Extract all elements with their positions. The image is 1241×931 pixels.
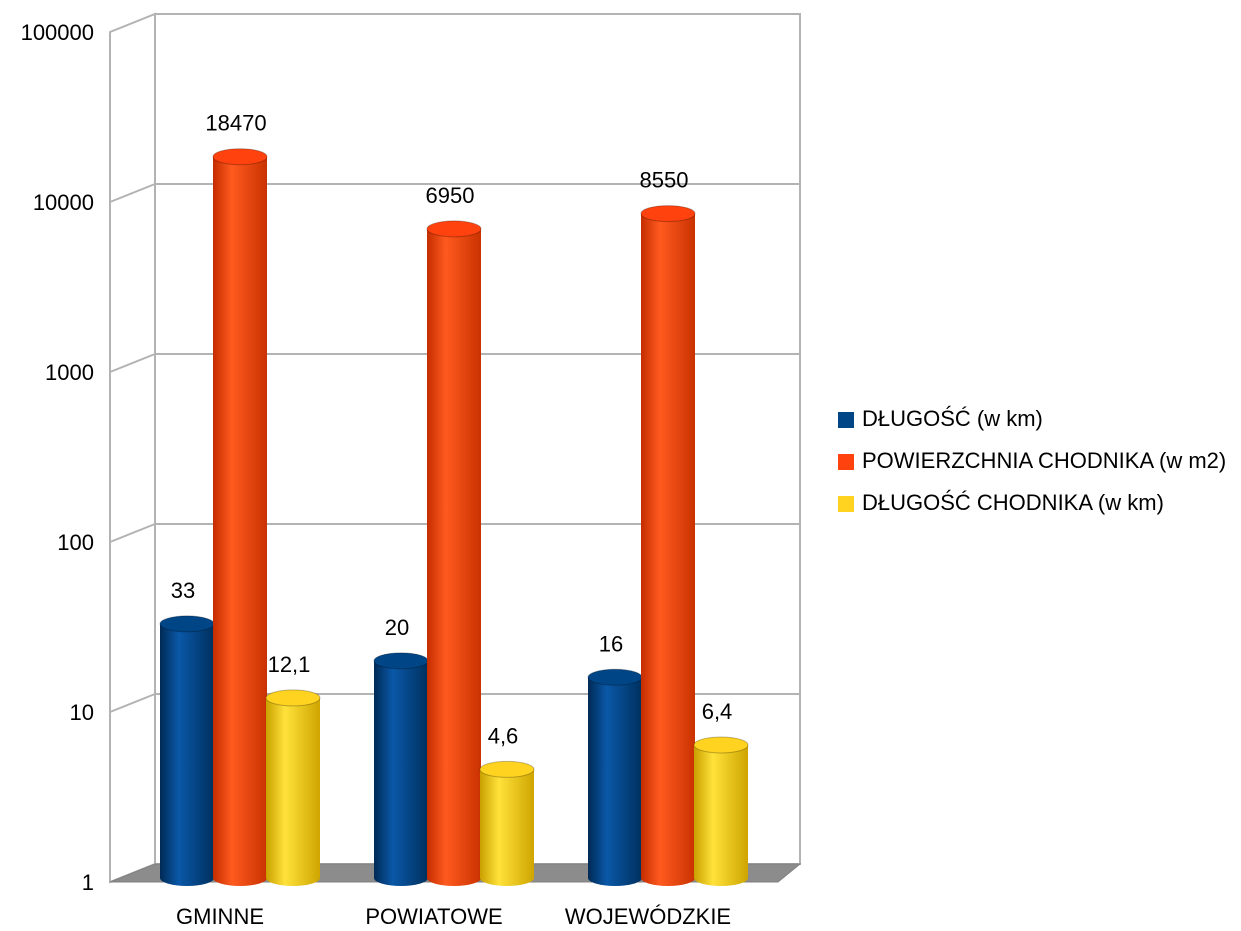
y-tick-label: 1000 xyxy=(45,360,94,385)
bar-body xyxy=(266,697,320,886)
bar xyxy=(587,668,643,886)
legend-item-powierzchnia: POWIERZCHNIA CHODNIKA (w m2) xyxy=(838,446,1241,476)
legend-swatch xyxy=(838,496,854,512)
y-axis-tick-labels: 1 10 100 1000 10000 100000 xyxy=(21,20,94,895)
data-label: 6,4 xyxy=(702,699,733,724)
bar-top xyxy=(265,689,321,707)
bar-body xyxy=(588,677,642,886)
bar-body xyxy=(213,156,267,886)
side-wall xyxy=(109,12,156,884)
data-label: 33 xyxy=(171,578,195,603)
bar-top xyxy=(373,652,429,670)
legend-label: DŁUGOŚĆ (w km) xyxy=(862,406,1043,431)
data-label: 18470 xyxy=(205,111,266,136)
x-tick-label: GMINNE xyxy=(176,904,264,929)
legend: DŁUGOŚĆ (w km) POWIERZCHNIA CHODNIKA (w … xyxy=(838,404,1238,530)
y-tick-label: 100 xyxy=(57,530,94,555)
data-label: 6950 xyxy=(426,183,475,208)
bar-top xyxy=(159,615,215,633)
bar xyxy=(426,220,482,887)
bar-top xyxy=(212,148,268,166)
bar-top xyxy=(479,760,535,778)
legend-item-dlugosc-chodnika: DŁUGOŚĆ CHODNIKA (w km) xyxy=(838,488,1241,518)
bar-top xyxy=(693,736,749,754)
gridline-side xyxy=(109,183,156,203)
legend-item-dlugosc: DŁUGOŚĆ (w km) xyxy=(838,404,1241,434)
bar xyxy=(479,760,535,886)
bar-body xyxy=(427,228,481,887)
data-label: 4,6 xyxy=(488,723,519,748)
data-label: 8550 xyxy=(640,168,689,193)
bar-body xyxy=(641,213,695,886)
bar-body xyxy=(694,744,748,886)
y-tick-label: 10000 xyxy=(33,190,94,215)
data-label: 16 xyxy=(599,631,623,656)
data-label: 20 xyxy=(385,615,409,640)
bar-top xyxy=(587,668,643,686)
legend-label: DŁUGOŚĆ CHODNIKA (w km) xyxy=(862,490,1164,515)
bar xyxy=(693,736,749,886)
bar xyxy=(159,615,215,886)
y-tick-label: 10 xyxy=(70,700,94,725)
bar xyxy=(640,205,696,886)
data-labels: 33 18470 12,1 20 6950 4,6 16 8550 6,4 xyxy=(171,111,733,749)
bar xyxy=(265,689,321,886)
legend-label: POWIERZCHNIA CHODNIKA (w m2) xyxy=(862,448,1227,473)
gridline-side xyxy=(109,693,156,713)
bar-body xyxy=(480,769,534,886)
data-label: 12,1 xyxy=(268,652,311,677)
y-tick-label: 1 xyxy=(82,870,94,895)
bar-top xyxy=(426,220,482,238)
gridline-side xyxy=(109,523,156,543)
x-tick-label: POWIATOWE xyxy=(365,904,502,929)
x-axis-tick-labels: GMINNE POWIATOWE WOJEWÓDZKIE xyxy=(176,904,731,929)
bar-top xyxy=(640,205,696,223)
bars xyxy=(159,148,749,887)
bar-body xyxy=(374,660,428,886)
bar xyxy=(212,148,268,886)
legend-swatch xyxy=(838,454,854,470)
legend-swatch xyxy=(838,412,854,428)
bar xyxy=(373,652,429,886)
gridline-side xyxy=(109,353,156,373)
bar-body xyxy=(160,623,214,886)
x-tick-label: WOJEWÓDZKIE xyxy=(565,904,731,929)
y-tick-label: 100000 xyxy=(21,20,94,45)
